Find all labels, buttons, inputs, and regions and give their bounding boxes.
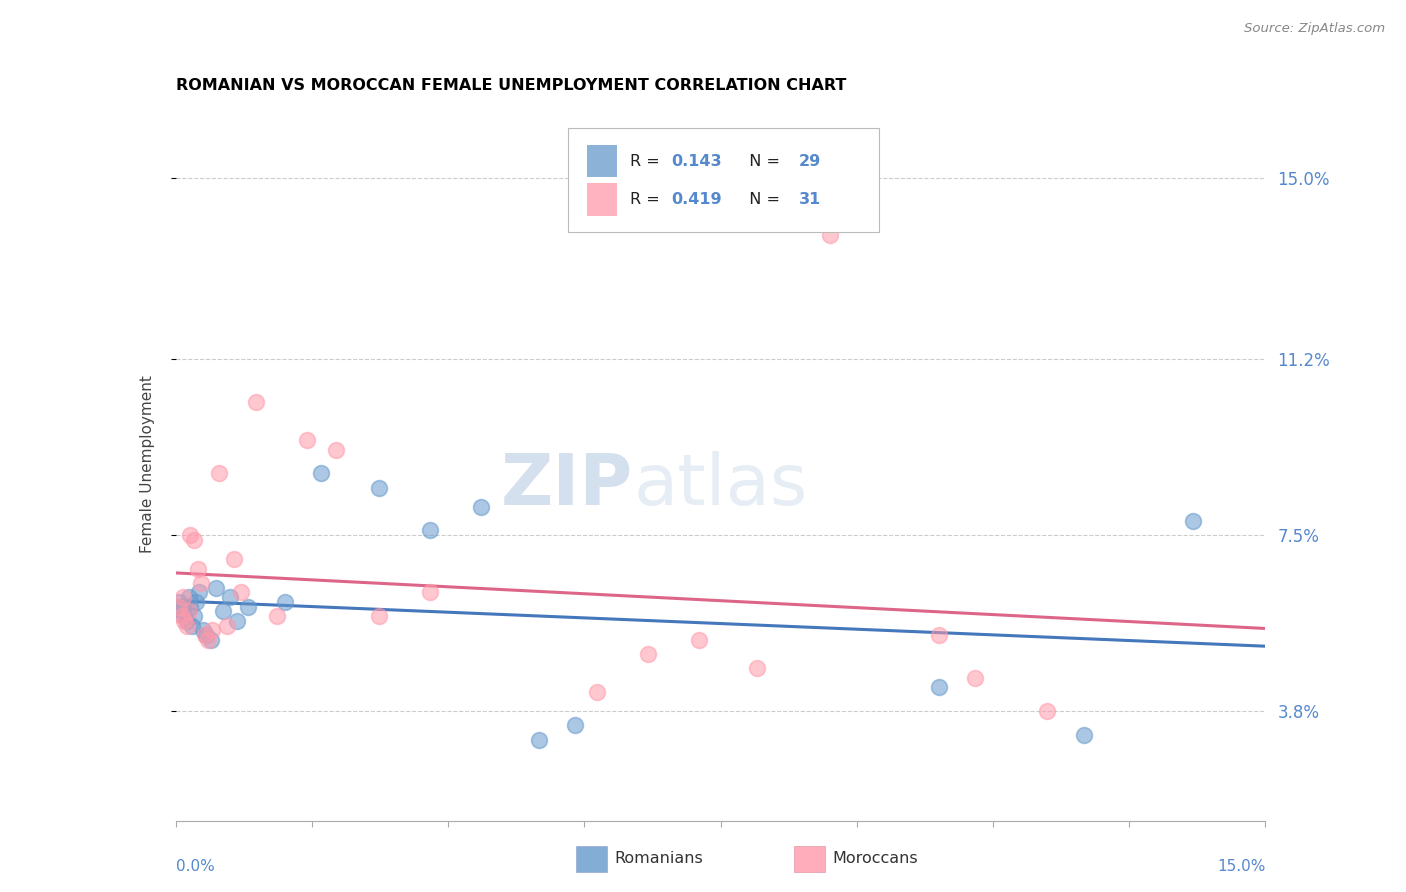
Point [208,467,231,481]
Text: 0.0%: 0.0% [176,859,215,873]
Point [368,481,391,495]
Point [186,561,209,575]
Point [195,628,218,642]
Text: 0.143: 0.143 [672,153,723,169]
Point [245,395,267,409]
Point [169,595,191,609]
Point [231,585,253,599]
Point [176,614,198,628]
Point [176,618,198,632]
Text: ROMANIAN VS MOROCCAN FEMALE UNEMPLOYMENT CORRELATION CHART: ROMANIAN VS MOROCCAN FEMALE UNEMPLOYMENT… [176,78,846,94]
Text: Moroccans: Moroccans [832,852,918,866]
Point [274,595,297,609]
Text: Source: ZipAtlas.com: Source: ZipAtlas.com [1244,22,1385,36]
Point [1073,728,1095,742]
Point [928,628,950,642]
Point [1036,704,1059,718]
Point [179,599,201,614]
Text: R =: R = [630,193,665,207]
Text: Romanians: Romanians [614,852,703,866]
Point [183,533,205,547]
Point [170,609,193,624]
Point [184,595,207,609]
Point [170,604,193,618]
Point [527,732,550,747]
Point [215,618,238,632]
Point [201,624,224,638]
Point [368,609,391,624]
Text: ZIP: ZIP [501,450,633,520]
Point [177,590,200,604]
Point [190,575,212,590]
Point [173,614,195,628]
Point [586,685,609,699]
Text: 29: 29 [799,153,821,169]
Point [266,609,288,624]
Point [194,628,217,642]
Point [1181,514,1204,528]
Text: N =: N = [740,193,785,207]
Point [745,661,768,675]
Point [688,632,710,647]
Text: atlas: atlas [633,450,808,520]
Point [200,632,222,647]
Point [172,590,194,604]
Point [173,609,195,624]
Text: 0.419: 0.419 [672,193,723,207]
Point [222,552,245,566]
Point [212,604,235,618]
Point [204,581,226,595]
Point [309,467,332,481]
Point [226,614,249,628]
Point [564,718,586,732]
Text: 31: 31 [799,193,821,207]
Point [238,599,260,614]
Text: R =: R = [630,153,665,169]
Point [188,585,211,599]
Point [193,624,215,638]
Text: 15.0%: 15.0% [1218,859,1265,873]
Point [177,604,200,618]
Point [172,599,194,614]
Point [963,671,986,685]
Point [183,609,205,624]
Point [419,585,441,599]
Point [295,433,318,447]
Point [180,618,202,632]
Point [179,528,201,542]
Bar [586,145,617,177]
Point [419,524,441,538]
Bar [586,184,617,216]
Point [325,442,347,457]
Point [169,599,191,614]
FancyBboxPatch shape [568,128,879,232]
Point [928,681,950,695]
Point [219,590,242,604]
Point [818,228,841,243]
Point [637,647,659,661]
Y-axis label: Female Unemployment: Female Unemployment [141,375,155,553]
Point [470,500,492,514]
Text: N =: N = [740,153,785,169]
Point [197,632,219,647]
